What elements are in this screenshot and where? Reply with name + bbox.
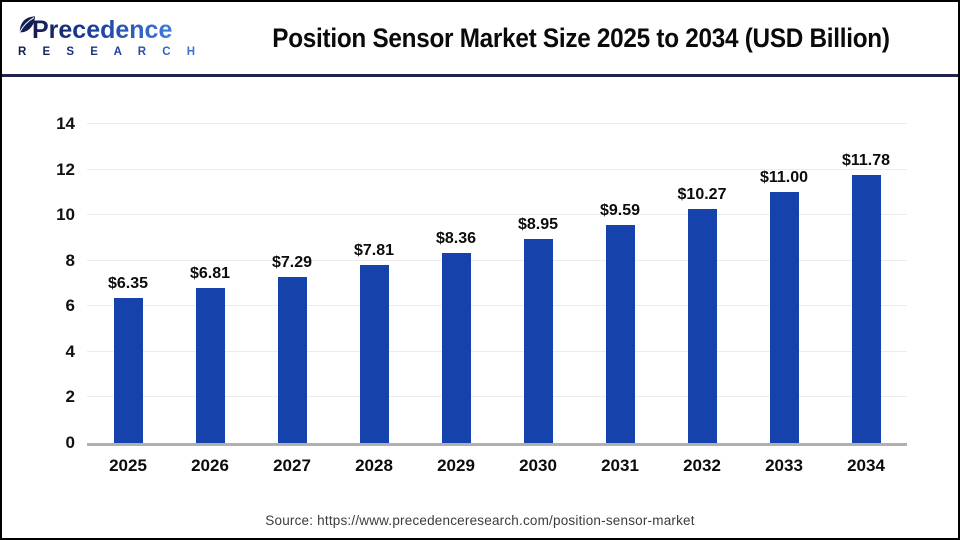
bar-2033 <box>769 192 799 443</box>
bar-value-label-2033: $11.00 <box>759 169 809 187</box>
bar-2028 <box>359 265 389 443</box>
bar-2025 <box>113 298 143 443</box>
logo-subname-text: R E S E A R C H <box>18 46 202 58</box>
y-axis-tick-8: 8 <box>65 250 75 270</box>
bar-column-2032: $10.27 2032 <box>661 124 743 476</box>
chart-title: Position Sensor Market Size 2025 to 2034… <box>271 22 890 53</box>
bar-2032 <box>687 209 717 443</box>
bar-column-2034: $11.78 2034 <box>825 124 907 475</box>
logo-wordmark: Precedence <box>18 16 203 44</box>
bar-value-label-2028: $7.81 <box>353 242 395 260</box>
leaf-icon <box>19 16 36 33</box>
y-axis-tick-4: 4 <box>65 341 75 361</box>
bar-2030 <box>523 239 553 443</box>
x-axis-label-2031: 2031 <box>601 456 639 475</box>
source-text: Source: https://www.precedenceresearch.c… <box>265 513 695 528</box>
y-axis-tick-6: 6 <box>65 296 75 316</box>
bar-value-label-2029: $8.36 <box>435 229 477 247</box>
logo-name-text: Precedence <box>32 16 173 44</box>
y-axis-tick-2: 2 <box>65 387 75 407</box>
x-axis-label-2034: 2034 <box>847 456 885 475</box>
bar-2031 <box>605 224 635 443</box>
y-axis-tick-10: 10 <box>56 205 75 225</box>
bar-value-label-2034: $11.78 <box>841 151 891 169</box>
bar-column-2029: $8.36 2029 <box>415 124 497 475</box>
header-separator-line <box>2 74 958 77</box>
x-axis-label-2033: 2033 <box>765 456 803 475</box>
x-axis-label-2028: 2028 <box>355 456 393 475</box>
bar-2026 <box>195 287 225 443</box>
bar-value-label-2031: $9.59 <box>599 201 641 219</box>
x-axis-label-2026: 2026 <box>191 456 229 475</box>
x-axis-label-2025: 2025 <box>109 456 147 475</box>
title-wrap: Position Sensor Market Size 2025 to 2034… <box>203 23 958 54</box>
bar-2034 <box>851 174 881 443</box>
y-axis-tick-14: 14 <box>56 114 75 133</box>
header: Precedence R E S E A R C H Position Sens… <box>2 2 958 74</box>
bar-column-2027: $7.29 2027 <box>251 124 333 475</box>
x-axis-label-2027: 2027 <box>273 456 311 475</box>
bar-value-label-2025: $6.35 <box>107 275 149 293</box>
bar-value-label-2030: $8.95 <box>517 216 559 234</box>
bar-value-label-2026: $6.81 <box>189 264 231 282</box>
bar-2029 <box>441 252 471 443</box>
bar-column-2028: $7.81 2028 <box>333 124 415 475</box>
bar-value-label-2032: $10.27 <box>677 186 727 203</box>
y-axis-tick-0: 0 <box>65 433 75 452</box>
x-axis-label-2029: 2029 <box>437 456 475 475</box>
gridline-14 <box>87 123 907 124</box>
gridline-10 <box>87 214 907 216</box>
bar-value-label-2027: $7.29 <box>271 253 313 271</box>
gridline-6 <box>87 305 907 307</box>
gridline-12 <box>87 168 907 170</box>
bar-column-2033: $11.00 2033 <box>743 124 825 475</box>
x-axis-label-2030: 2030 <box>519 456 557 475</box>
gridline-4 <box>87 350 907 352</box>
bar-column-2026: $6.81 2026 <box>169 124 251 475</box>
bar-column-2031: $9.59 2031 <box>579 124 661 475</box>
gridline-2 <box>87 396 907 398</box>
bar-column-2025: $6.35 2025 <box>87 124 169 475</box>
bar-2027 <box>277 276 307 443</box>
gridline-8 <box>87 259 907 261</box>
plot-area: 0 2 4 6 8 10 12 14 $6.35 2025 $6.81 2026 $7.29 2027 $7… <box>56 115 907 476</box>
x-axis-label-2032: 2032 <box>683 456 721 475</box>
y-axis-tick-12: 12 <box>56 159 75 179</box>
precedence-research-logo: Precedence R E S E A R C H <box>2 16 203 58</box>
bar-column-2030: $8.95 2030 <box>497 124 579 475</box>
bars-container: $6.35 2025 $6.81 2026 $7.29 2027 $7.81 2028 $8.3… <box>87 124 907 476</box>
